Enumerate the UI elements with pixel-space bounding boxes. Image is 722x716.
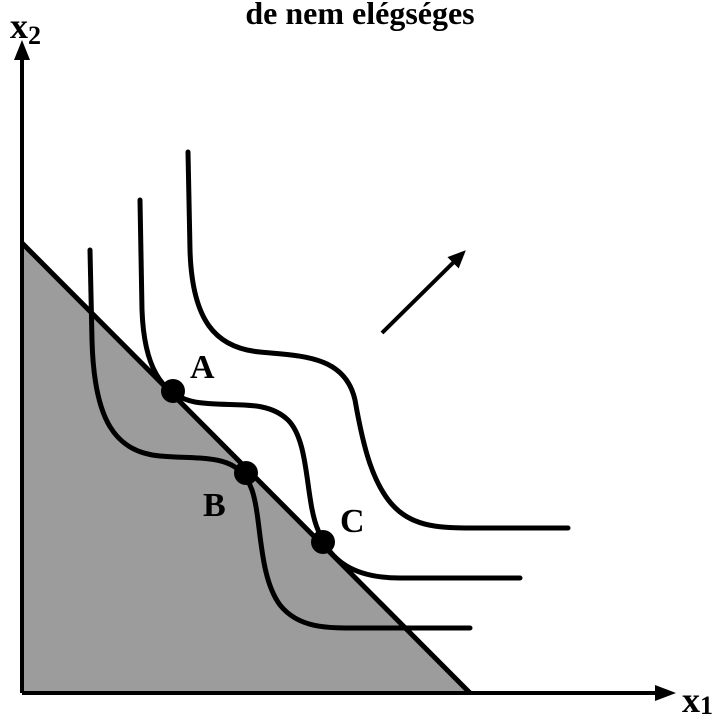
point-label: B — [203, 487, 226, 524]
indifference-curve — [87, 247, 473, 631]
point — [161, 379, 185, 403]
y-axis-label: x2 — [10, 6, 41, 50]
point-label: C — [340, 503, 365, 540]
indifference-curve — [137, 197, 523, 581]
preference-arrow — [380, 250, 466, 335]
y-axis-label-sub: 2 — [28, 21, 41, 50]
x-axis-label-base: x — [682, 680, 700, 716]
title: de nem elégséges — [245, 0, 474, 31]
y-axis-arrow — [14, 40, 30, 60]
x-axis-label-sub: 1 — [700, 691, 713, 716]
point-label: A — [190, 349, 215, 386]
y-axis-label-base: x — [10, 6, 28, 46]
point — [234, 461, 258, 485]
indifference-curve — [185, 149, 571, 531]
x-axis-label: x1 — [682, 680, 713, 716]
point — [311, 530, 335, 554]
x-axis-arrow — [655, 685, 676, 701]
